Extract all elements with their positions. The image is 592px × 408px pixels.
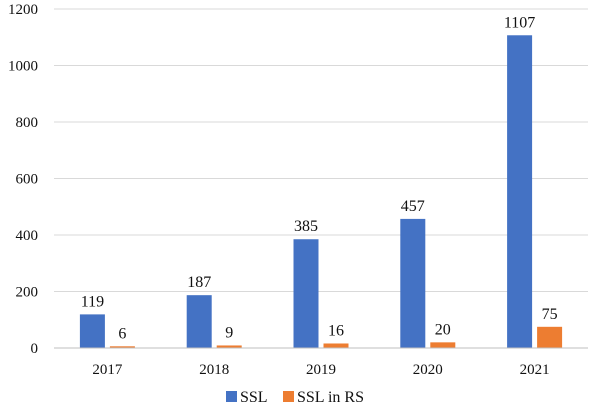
legend-label: SSL bbox=[240, 389, 268, 406]
x-tick-label: 2019 bbox=[306, 362, 336, 378]
x-tick-label: 2018 bbox=[199, 362, 229, 378]
x-tick-label: 2020 bbox=[413, 362, 443, 378]
data-label: 385 bbox=[294, 218, 318, 235]
data-label: 6 bbox=[118, 325, 126, 342]
data-label: 119 bbox=[81, 293, 104, 310]
data-label: 16 bbox=[328, 322, 344, 339]
y-tick-label: 1000 bbox=[8, 59, 38, 75]
data-label: 9 bbox=[225, 324, 233, 341]
x-tick-label: 2017 bbox=[92, 362, 123, 378]
y-axis: 0 200 400 600 800 1000 1200 bbox=[8, 2, 38, 357]
data-label: 1107 bbox=[504, 14, 535, 31]
legend-swatch bbox=[283, 391, 294, 402]
bar-ssl-in-rs-2021 bbox=[537, 326, 563, 348]
x-axis: 2017 2018 2019 2020 2021 bbox=[54, 347, 588, 378]
bars bbox=[79, 35, 563, 349]
y-tick-label: 200 bbox=[16, 285, 39, 301]
data-label: 457 bbox=[401, 198, 425, 215]
data-labels: 119 6 187 9 385 16 457 20 1107 75 bbox=[81, 14, 558, 342]
bar-ssl-2019 bbox=[293, 239, 319, 348]
data-label: 187 bbox=[187, 274, 211, 291]
y-tick-label: 600 bbox=[16, 172, 39, 188]
bar-ssl-2020 bbox=[400, 218, 426, 348]
legend: SSL SSL in RS bbox=[226, 389, 364, 406]
legend-swatch bbox=[226, 391, 237, 402]
y-tick-label: 1200 bbox=[8, 2, 38, 18]
bar-ssl-in-rs-2019 bbox=[323, 343, 349, 348]
x-tick-label: 2021 bbox=[520, 362, 550, 378]
y-tick-label: 0 bbox=[31, 341, 39, 357]
gridlines bbox=[54, 8, 588, 292]
bar-ssl-in-rs-2020 bbox=[430, 342, 456, 348]
y-tick-label: 800 bbox=[16, 115, 39, 131]
legend-label: SSL in RS bbox=[297, 389, 364, 406]
y-tick-label: 400 bbox=[16, 228, 39, 244]
data-label: 75 bbox=[542, 306, 558, 323]
bar-ssl-2017 bbox=[79, 314, 105, 348]
bar-ssl-2018 bbox=[186, 295, 212, 348]
data-label: 20 bbox=[435, 321, 451, 338]
bar-ssl-in-rs-2017 bbox=[109, 346, 135, 348]
bar-ssl-in-rs-2018 bbox=[216, 345, 242, 348]
bar-ssl-2021 bbox=[507, 35, 533, 349]
